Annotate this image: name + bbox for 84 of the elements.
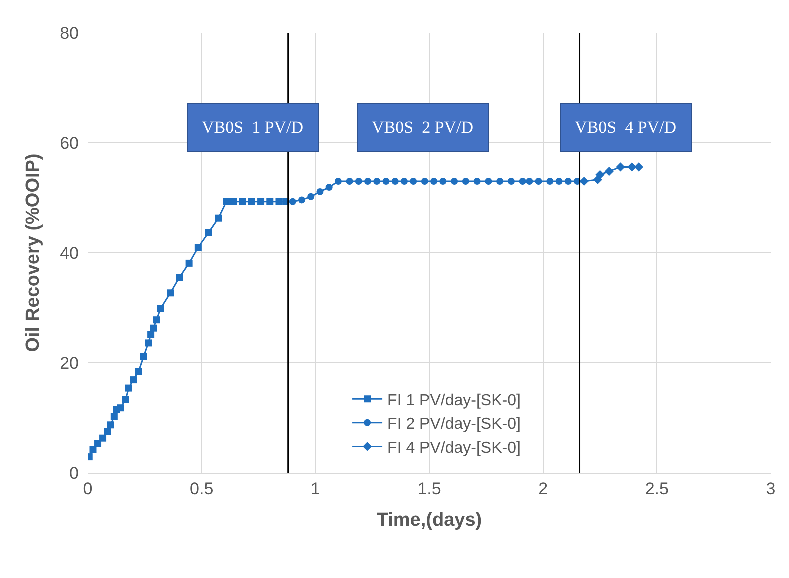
point: [145, 340, 152, 347]
annotation: VB0S 4 PV/D: [575, 118, 677, 137]
point: [628, 162, 637, 172]
point: [308, 193, 315, 200]
point: [125, 384, 132, 392]
point: [266, 198, 274, 206]
x-axis-title: Time,(days): [376, 510, 482, 532]
x-tick-label: 1.5: [418, 479, 442, 498]
point: [230, 198, 238, 206]
point: [496, 178, 504, 185]
point: [430, 178, 438, 185]
point: [526, 178, 534, 185]
point: [194, 244, 202, 251]
point: [392, 178, 399, 185]
point: [258, 198, 265, 206]
x-tick-label: 1: [310, 479, 320, 498]
point: [346, 178, 354, 185]
y-tick-label: 60: [60, 134, 79, 153]
point: [186, 260, 193, 267]
point: [140, 353, 148, 360]
point: [508, 178, 515, 185]
point: [167, 290, 174, 297]
point: [334, 178, 342, 185]
point: [100, 434, 107, 442]
point: [276, 198, 283, 206]
x-tick-label: 2.5: [645, 479, 669, 498]
point: [374, 178, 381, 185]
annotation: VB0S 2 PV/D: [372, 118, 474, 137]
point: [326, 184, 333, 192]
point: [355, 178, 362, 185]
x-tick-label: 2: [538, 479, 548, 498]
legend-label: FI 1 PV/day-[SK-0]: [388, 392, 521, 410]
point: [564, 178, 572, 185]
point: [215, 214, 222, 222]
legend-label: FI 4 PV/day-[SK-0]: [388, 440, 521, 457]
point: [462, 178, 470, 185]
y-tick-label: 0: [70, 464, 79, 483]
point: [148, 331, 155, 338]
y-axis-title: Oil Recovery (%OOIP): [22, 154, 44, 352]
point: [410, 178, 418, 185]
point: [382, 178, 390, 185]
annotation: VB0S 1 PV/D: [202, 118, 304, 137]
point: [90, 446, 97, 454]
point: [580, 176, 589, 186]
point: [239, 198, 246, 206]
point: [451, 178, 458, 185]
point: [421, 178, 428, 185]
point: [616, 162, 626, 172]
point: [223, 198, 230, 206]
point: [157, 305, 164, 312]
point: [150, 324, 158, 332]
point: [474, 178, 481, 185]
y-tick-label: 40: [60, 244, 79, 263]
point: [130, 376, 138, 384]
x-tick-label: 0: [83, 479, 93, 498]
point: [298, 196, 306, 204]
point: [535, 178, 542, 185]
point: [485, 178, 492, 185]
x-tick-label: 0.5: [190, 479, 214, 498]
point: [94, 440, 102, 448]
point: [153, 316, 160, 324]
point: [364, 178, 372, 185]
point: [122, 396, 130, 404]
point: [604, 167, 614, 176]
point: [117, 404, 124, 412]
point: [107, 422, 114, 429]
point: [519, 178, 526, 185]
point: [400, 178, 408, 185]
point: [556, 178, 563, 185]
point: [176, 274, 184, 282]
y-tick-label: 20: [60, 354, 79, 373]
point: [440, 178, 447, 185]
point: [110, 413, 118, 420]
point: [316, 188, 324, 196]
point: [205, 229, 212, 236]
point: [135, 368, 142, 376]
legend-label: FI 2 PV/day-[SK-0]: [388, 416, 521, 434]
point: [104, 428, 112, 436]
point: [596, 170, 605, 180]
point: [248, 198, 256, 206]
point: [546, 178, 554, 185]
point: [289, 198, 296, 206]
x-tick-label: 3: [766, 479, 776, 498]
y-tick-label: 80: [60, 24, 79, 43]
